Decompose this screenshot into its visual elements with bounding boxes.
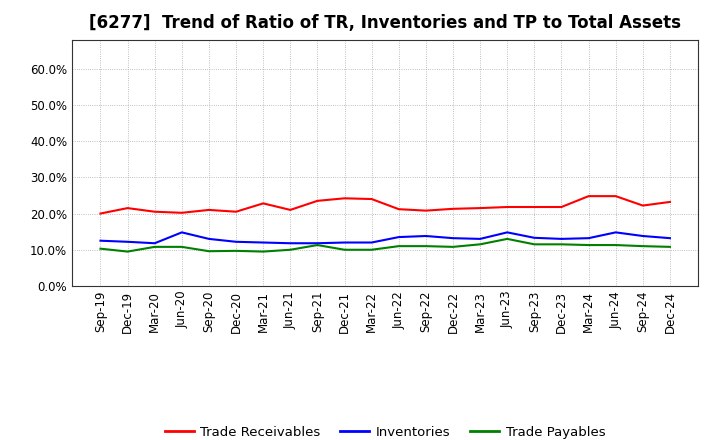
Trade Receivables: [449, 206, 457, 212]
Inventories: [96, 238, 105, 243]
Inventories: [665, 235, 674, 241]
Trade Payables: [395, 243, 403, 249]
Trade Receivables: [421, 208, 430, 213]
Legend: Trade Receivables, Inventories, Trade Payables: Trade Receivables, Inventories, Trade Pa…: [159, 421, 611, 440]
Inventories: [313, 241, 322, 246]
Trade Payables: [611, 242, 620, 248]
Inventories: [584, 235, 593, 241]
Inventories: [341, 240, 349, 245]
Trade Receivables: [639, 203, 647, 208]
Trade Receivables: [96, 211, 105, 216]
Line: Inventories: Inventories: [101, 232, 670, 243]
Inventories: [530, 235, 539, 240]
Trade Receivables: [367, 196, 376, 202]
Inventories: [639, 233, 647, 238]
Inventories: [449, 235, 457, 241]
Trade Payables: [503, 236, 511, 242]
Trade Payables: [178, 244, 186, 249]
Line: Trade Payables: Trade Payables: [101, 239, 670, 252]
Trade Payables: [232, 248, 240, 253]
Trade Receivables: [503, 204, 511, 209]
Trade Payables: [639, 243, 647, 249]
Inventories: [123, 239, 132, 245]
Trade Payables: [367, 247, 376, 253]
Inventories: [150, 241, 159, 246]
Title: [6277]  Trend of Ratio of TR, Inventories and TP to Total Assets: [6277] Trend of Ratio of TR, Inventories…: [89, 15, 681, 33]
Inventories: [286, 241, 294, 246]
Line: Trade Receivables: Trade Receivables: [101, 196, 670, 213]
Inventories: [557, 236, 566, 242]
Trade Receivables: [123, 205, 132, 211]
Trade Payables: [449, 244, 457, 249]
Trade Payables: [123, 249, 132, 254]
Trade Receivables: [665, 199, 674, 205]
Trade Receivables: [259, 201, 268, 206]
Inventories: [611, 230, 620, 235]
Trade Payables: [341, 247, 349, 253]
Inventories: [178, 230, 186, 235]
Trade Payables: [204, 249, 213, 254]
Trade Payables: [530, 242, 539, 247]
Trade Receivables: [178, 210, 186, 216]
Trade Payables: [557, 242, 566, 247]
Trade Receivables: [341, 196, 349, 201]
Inventories: [421, 233, 430, 238]
Trade Payables: [96, 246, 105, 251]
Trade Receivables: [286, 207, 294, 213]
Trade Receivables: [395, 206, 403, 212]
Inventories: [232, 239, 240, 245]
Trade Payables: [584, 242, 593, 248]
Inventories: [395, 235, 403, 240]
Trade Payables: [150, 244, 159, 249]
Inventories: [503, 230, 511, 235]
Trade Receivables: [232, 209, 240, 214]
Trade Payables: [313, 242, 322, 248]
Trade Receivables: [476, 205, 485, 211]
Trade Receivables: [557, 204, 566, 209]
Trade Payables: [665, 244, 674, 249]
Inventories: [476, 236, 485, 242]
Trade Payables: [421, 243, 430, 249]
Inventories: [204, 236, 213, 242]
Trade Receivables: [530, 204, 539, 209]
Inventories: [367, 240, 376, 245]
Inventories: [259, 240, 268, 245]
Trade Receivables: [150, 209, 159, 214]
Trade Receivables: [204, 207, 213, 213]
Trade Receivables: [313, 198, 322, 203]
Trade Receivables: [584, 194, 593, 199]
Trade Payables: [259, 249, 268, 254]
Trade Receivables: [611, 194, 620, 199]
Trade Payables: [286, 247, 294, 253]
Trade Payables: [476, 242, 485, 247]
